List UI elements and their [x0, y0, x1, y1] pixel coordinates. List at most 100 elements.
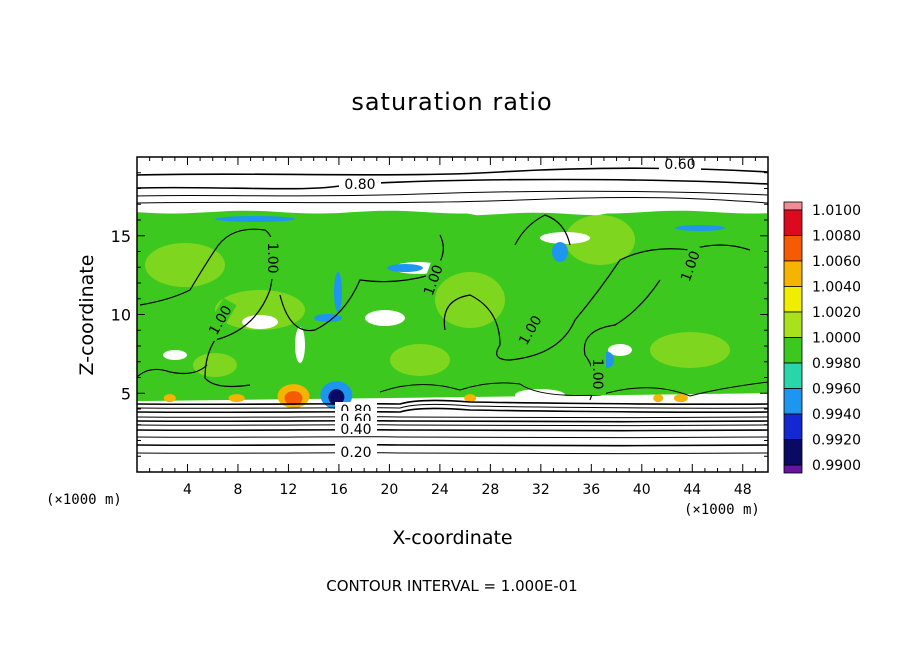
x-tick-label: 28	[481, 482, 499, 498]
x-tick-label: 8	[233, 482, 242, 498]
colorbar-swatch	[783, 362, 803, 389]
contour-line-lower	[136, 416, 769, 419]
field-streak-low	[675, 225, 725, 231]
colorbar-label: 1.0060	[812, 254, 861, 270]
x-tick-label: 40	[633, 482, 651, 498]
contour-line-lower	[136, 428, 769, 432]
field-patch-light	[145, 243, 225, 287]
field-patch-light	[565, 215, 635, 265]
contour-line-lower	[136, 419, 769, 423]
contour-label-bg	[335, 444, 377, 459]
field-high-spot	[163, 394, 176, 403]
colorbar-label: 0.9900	[812, 458, 861, 474]
colorbar-label: 1.0100	[812, 203, 861, 219]
colorbar-label: 1.0020	[812, 305, 861, 321]
contour-label: 0.80	[344, 177, 375, 193]
contour-line-upper	[136, 196, 769, 204]
x-tick-label: 12	[280, 482, 298, 498]
contour-line-cloud-base	[379, 381, 769, 397]
contour-line-1-00	[443, 244, 751, 361]
contour-label-bg	[659, 156, 701, 171]
contour-label-bg	[418, 257, 447, 303]
contour-line-lower	[136, 443, 769, 447]
contour-line-lower	[136, 399, 769, 406]
contour-interval-note: CONTOUR INTERVAL = 1.000E-01	[326, 577, 578, 595]
contour-label-bg	[512, 307, 547, 352]
contour-label-group: 1.00	[589, 353, 606, 395]
contour-line-1-00	[514, 214, 571, 246]
colorbar-label: 1.0000	[812, 331, 861, 347]
contour-line-upper	[136, 178, 769, 190]
x-tick-label: 44	[683, 482, 701, 498]
field-high-spot	[673, 394, 688, 403]
contour-line-lower	[136, 452, 769, 455]
x-tick-label: 36	[582, 482, 600, 498]
field-low-core-inner	[328, 389, 345, 406]
colorbar-swatch	[783, 439, 803, 466]
contour-label-bg	[335, 421, 377, 436]
colorbar-swatch	[783, 260, 803, 287]
colorbar-swatch	[783, 209, 803, 236]
field-streak-low	[215, 216, 295, 222]
field-gap	[608, 344, 632, 356]
colorbar-swatch	[783, 311, 803, 338]
colorbar-label: 0.9980	[812, 356, 861, 372]
x-tick-label: 4	[183, 482, 192, 498]
colorbar-swatch	[783, 413, 803, 440]
field-gap	[365, 310, 405, 326]
colorbar-swatch	[783, 201, 803, 211]
x-tick-label: 48	[734, 482, 752, 498]
field-patch-light	[435, 272, 505, 328]
x-tick-label: 20	[380, 482, 398, 498]
colorbar-swatch	[783, 388, 803, 415]
colorbar-swatch	[783, 337, 803, 364]
contour-label-group: 0.20	[335, 444, 377, 461]
x-tick-label: 24	[431, 482, 449, 498]
field-streak-low	[552, 242, 568, 262]
colorbar-label: 0.9960	[812, 382, 861, 398]
colorbar-label: 1.0080	[812, 228, 861, 244]
y-axis-title: Z-coordinate	[76, 255, 98, 376]
contour-label-group: 0.60	[659, 156, 701, 173]
x-tick-label: 32	[532, 482, 550, 498]
x-tick-label: 16	[330, 482, 348, 498]
contour-label-bg	[591, 353, 606, 395]
x-unit-label-right: (×1000 m)	[684, 502, 760, 518]
contour-label-bg	[675, 243, 704, 289]
field-gap	[515, 389, 565, 401]
field-gap	[540, 232, 590, 244]
contour-line-upper	[136, 190, 769, 197]
contour-label-group: 0.40	[335, 421, 377, 438]
colorbar-label: 0.9920	[812, 433, 861, 449]
contour-label-bg	[339, 176, 381, 191]
contour-label: 0.60	[664, 157, 695, 173]
contour-label: 1.00	[589, 358, 605, 389]
y-tick-label: 5	[121, 384, 131, 403]
field-high-spot	[464, 394, 477, 403]
contour-line-lower	[136, 436, 769, 439]
contour-line-lower	[136, 424, 769, 427]
field-high-core-inner	[284, 391, 303, 406]
colorbar-label: 0.9940	[812, 407, 861, 423]
field-gap	[295, 327, 305, 363]
x-unit-label-left: (×1000 m)	[46, 492, 122, 508]
chart-title: saturation ratio	[351, 88, 553, 116]
contour-line-lower	[136, 407, 769, 414]
y-tick-label: 15	[111, 227, 131, 246]
field-patch-light	[650, 332, 730, 368]
contour-label: 0.40	[340, 422, 371, 438]
contour-label: 1.00	[264, 242, 280, 273]
field-streak-low	[314, 314, 342, 322]
contour-label: 0.20	[340, 445, 371, 461]
field-gap	[242, 315, 278, 329]
field-patch-light	[193, 353, 237, 377]
contour-label-bg	[202, 297, 237, 342]
field-streak-low	[334, 272, 342, 312]
y-tick-label: 10	[111, 306, 131, 325]
contour-label-group: 1.00	[264, 237, 281, 279]
field-high-spot	[228, 394, 245, 403]
colorbar-swatch	[783, 235, 803, 262]
field-gap	[163, 350, 187, 360]
x-axis-title: X-coordinate	[392, 527, 513, 549]
